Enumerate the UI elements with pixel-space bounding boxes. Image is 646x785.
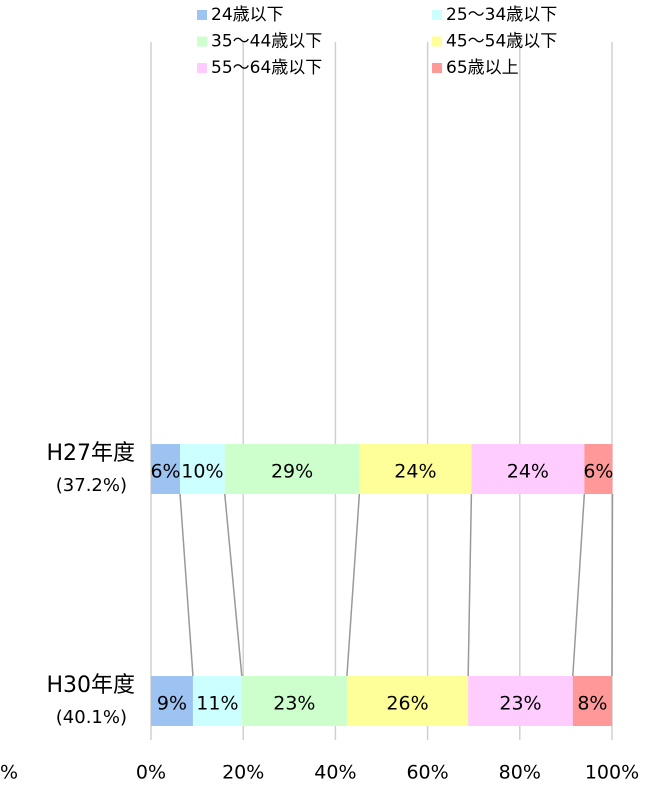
connector-line: [346, 493, 361, 677]
connector-line: [179, 493, 194, 677]
bar-segment: [180, 444, 225, 494]
legend-label: 24歳以下: [211, 5, 284, 25]
bar-segment: [584, 444, 613, 494]
bar-segment: [192, 676, 242, 726]
legend-swatch: [432, 36, 442, 47]
category-sublabel: (40.1%): [56, 707, 127, 728]
category-sublabel: (37.2%): [56, 475, 127, 496]
data-label: 6%: [583, 461, 613, 483]
bar-segment: [151, 444, 181, 494]
bar-segment: [468, 676, 573, 726]
legend-label: 25～34歳以下: [446, 5, 557, 25]
data-label: 8%: [577, 693, 607, 715]
legend-label: 45～54歳以下: [446, 32, 557, 52]
bar-segment: [359, 444, 472, 494]
x-tick-label: 20%: [222, 762, 264, 784]
annotation: %: [0, 762, 18, 784]
data-label: 6%: [150, 461, 180, 483]
x-tick-label: 100%: [585, 762, 639, 784]
legend-swatch: [432, 10, 442, 20]
bar-segment: [471, 444, 585, 494]
x-tick-label: 80%: [499, 762, 541, 784]
legend-swatch: [197, 36, 207, 47]
data-label: 11%: [196, 693, 238, 715]
category-label: H30年度: [46, 673, 135, 698]
legend-label: 35～44歳以下: [211, 32, 322, 52]
legend-label: 65歳以上: [446, 58, 519, 78]
category-label: H27年度: [46, 441, 135, 466]
data-label: 23%: [499, 693, 541, 715]
x-tick-label: 0%: [136, 762, 166, 784]
bar-segment: [224, 444, 360, 494]
data-label: 23%: [273, 693, 315, 715]
data-label: 29%: [271, 461, 313, 483]
data-label: 26%: [386, 693, 428, 715]
bar-segment: [151, 676, 193, 726]
legend-swatch: [432, 63, 442, 73]
connector-line: [467, 493, 473, 677]
data-label: 10%: [181, 461, 223, 483]
connector-line: [572, 493, 586, 677]
bar-segment: [572, 676, 612, 726]
bar-segment: [346, 676, 469, 726]
legend-swatch: [197, 63, 207, 73]
x-tick-label: 60%: [406, 762, 448, 784]
connector-line: [224, 493, 243, 677]
bar-segment: [241, 676, 347, 726]
x-tick-label: 40%: [314, 762, 356, 784]
legend-label: 55～64歳以下: [211, 58, 322, 78]
data-label: 9%: [157, 693, 187, 715]
legend-swatch: [197, 10, 207, 20]
data-label: 24%: [394, 461, 436, 483]
data-label: 24%: [507, 461, 549, 483]
